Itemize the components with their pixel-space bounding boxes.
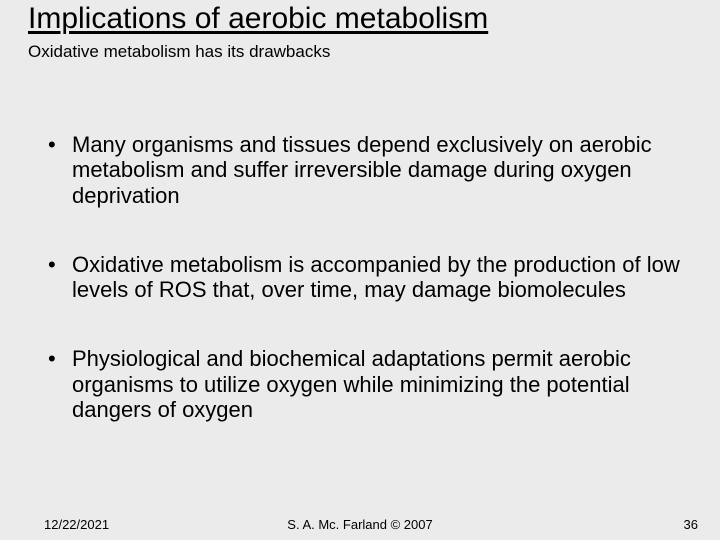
slide-subtitle: Oxidative metabolism has its drawbacks <box>28 42 330 62</box>
bullet-text: Physiological and biochemical adaptation… <box>72 346 680 422</box>
bullet-text: Oxidative metabolism is accompanied by t… <box>72 252 680 303</box>
bullet-item: • Oxidative metabolism is accompanied by… <box>48 252 680 303</box>
bullet-item: • Physiological and biochemical adaptati… <box>48 346 680 422</box>
bullet-mark: • <box>48 346 72 371</box>
bullet-mark: • <box>48 132 72 157</box>
slide-title: Implications of aerobic metabolism <box>28 2 488 35</box>
footer-page-number: 36 <box>684 517 698 532</box>
bullet-mark: • <box>48 252 72 277</box>
bullet-text: Many organisms and tissues depend exclus… <box>72 132 680 208</box>
bullet-item: • Many organisms and tissues depend excl… <box>48 132 680 208</box>
slide-body: • Many organisms and tissues depend excl… <box>48 132 680 466</box>
slide-footer: 12/22/2021 S. A. Mc. Farland © 2007 36 <box>0 512 720 532</box>
footer-author: S. A. Mc. Farland © 2007 <box>0 517 720 532</box>
slide: Implications of aerobic metabolism Oxida… <box>0 0 720 540</box>
